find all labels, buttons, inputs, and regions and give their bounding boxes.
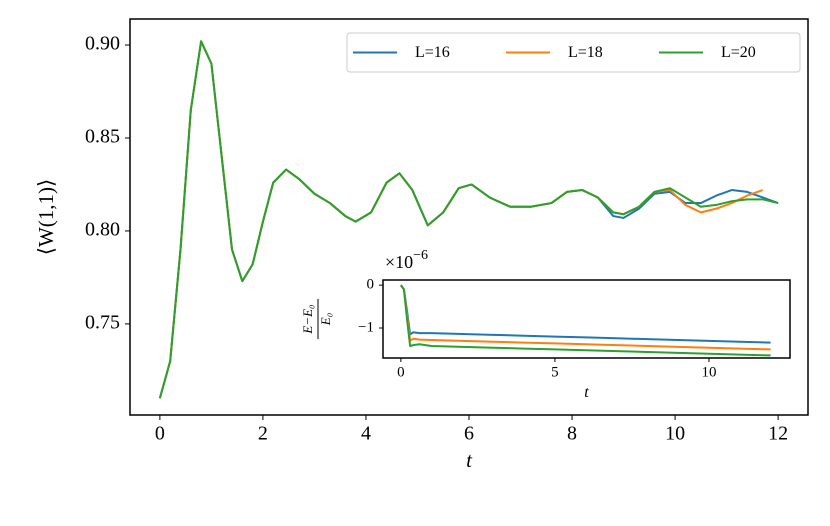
x-tick-label: 10	[665, 423, 685, 445]
y-axis-label: ⟨W(1,1)⟩	[34, 179, 58, 255]
axes-frame	[382, 279, 791, 359]
offset-exponent: −6	[413, 248, 428, 263]
legend-label: L=16	[415, 44, 450, 61]
offset-base: ×10	[385, 252, 413, 272]
offset-label: ×10−6	[385, 248, 428, 272]
y-tick-label: 0.85	[85, 126, 120, 148]
y-label-numerator: E−E₀	[300, 304, 315, 334]
y-tick-label: 0	[367, 277, 375, 293]
y-tick-label: 0.75	[85, 311, 120, 333]
y-tick-label: 0.90	[85, 33, 120, 55]
legend-label: L=20	[721, 44, 756, 61]
x-tick-label: 10	[701, 365, 716, 381]
x-tick-label: 0	[155, 423, 165, 445]
x-tick-label: 6	[464, 423, 474, 445]
x-axis-label: t	[584, 384, 589, 401]
legend-label: L=18	[568, 44, 603, 61]
y-label-denominator: E₀	[318, 313, 333, 326]
y-tick-label: −1	[358, 319, 374, 335]
legend-box	[346, 32, 801, 73]
series-line	[400, 284, 771, 357]
y-axis-label: E−E₀ E₀	[300, 299, 333, 339]
series-line	[158, 40, 779, 399]
x-tick-label: 0	[397, 365, 405, 381]
y-tick-label: 0.80	[85, 219, 120, 241]
x-tick-label: 2	[258, 423, 268, 445]
x-axis-label: t	[466, 448, 473, 472]
x-tick-label: 5	[551, 365, 559, 381]
x-tick-label: 4	[361, 423, 371, 445]
x-tick-label: 12	[768, 423, 788, 445]
x-tick-label: 8	[567, 423, 577, 445]
